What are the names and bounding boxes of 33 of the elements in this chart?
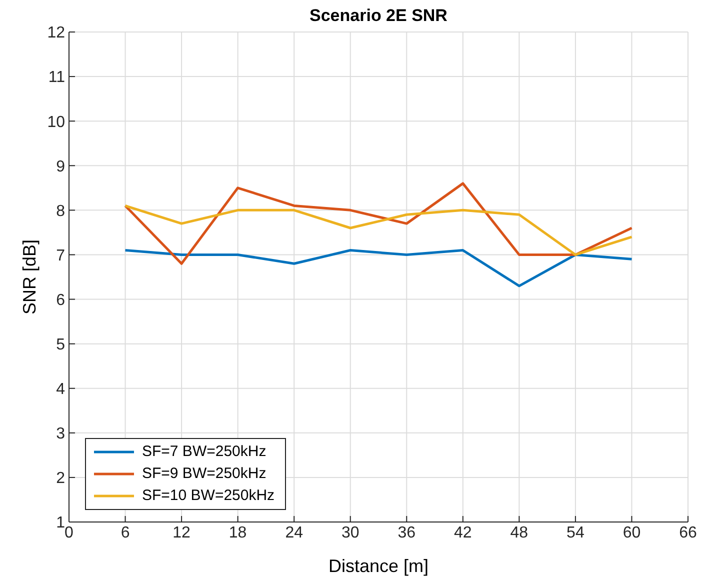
x-tick-label: 66: [679, 524, 697, 542]
x-tick-label: 30: [341, 524, 360, 542]
x-tick-label: 12: [172, 524, 191, 542]
chart-title: Scenario 2E SNR: [308, 6, 448, 26]
x-tick-label: 48: [510, 524, 528, 542]
y-tick-label: 1: [56, 514, 66, 532]
x-tick-label: 36: [398, 524, 416, 542]
y-axis-title: SNR [dB]: [20, 239, 40, 315]
y-tick-label: 2: [56, 470, 66, 488]
y-tick-label: 3: [56, 426, 66, 443]
legend-label: SF=10 BW=250kHz: [142, 486, 275, 506]
line-series: [124, 204, 633, 256]
y-tick-label: 8: [56, 202, 66, 220]
x-tick-label: 60: [622, 524, 641, 542]
y-tick-label: 6: [56, 292, 66, 309]
y-tick-label: 4: [56, 381, 66, 398]
y-tick-label: 7: [56, 247, 66, 264]
y-tick-label: 10: [47, 114, 66, 131]
legend-label: SF=9 BW=250kHz: [142, 464, 266, 484]
x-tick-label: 42: [454, 524, 472, 542]
x-tick-label: 6: [120, 524, 130, 542]
y-tick-label: 5: [56, 336, 66, 354]
y-tick-label: 9: [56, 158, 66, 176]
x-tick-label: 54: [566, 524, 584, 542]
x-tick-label: 24: [285, 524, 304, 542]
line-series: [124, 249, 633, 288]
legend-label: SF=7 BW=250kHz: [142, 442, 266, 462]
y-tick-label: 12: [47, 24, 66, 42]
line-series: [124, 182, 633, 265]
y-tick-label: 11: [48, 69, 66, 86]
x-tick-label: 0: [64, 524, 74, 542]
x-axis-title: Distance [m]: [327, 556, 430, 577]
x-tick-label: 18: [228, 524, 247, 542]
